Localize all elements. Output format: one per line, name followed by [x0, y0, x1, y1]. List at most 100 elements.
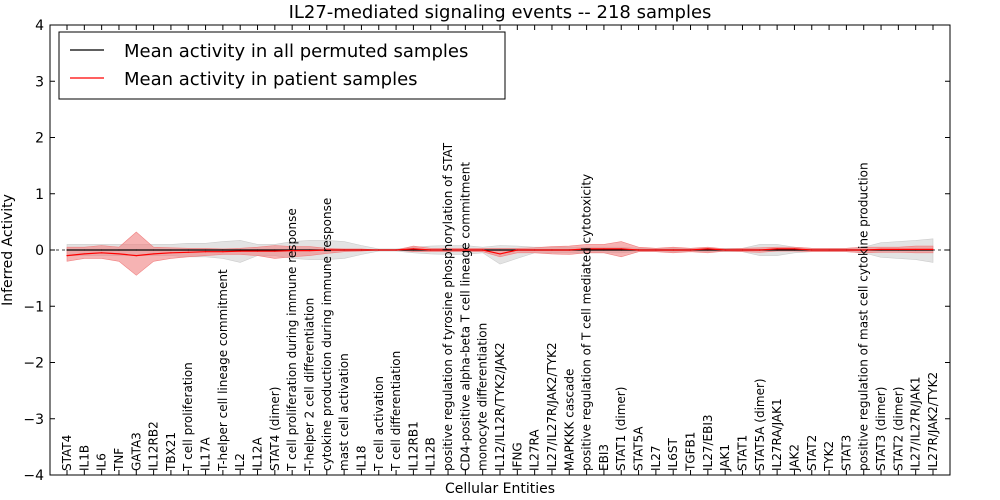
data-point — [620, 249, 622, 251]
x-tick-label: IL27RA/JAK1 — [770, 398, 784, 471]
data-point — [586, 249, 588, 251]
x-tick-label: IL27/IL27R/JAK1 — [909, 377, 923, 471]
data-point — [118, 249, 120, 251]
y-axis-label: Inferred Activity — [0, 194, 16, 306]
data-point — [828, 249, 830, 251]
x-tick-label: STAT5A — [632, 426, 646, 471]
data-point — [776, 248, 778, 250]
data-point — [707, 248, 709, 250]
data-point — [586, 248, 588, 250]
data-point — [101, 252, 103, 254]
data-point — [256, 249, 259, 251]
x-axis-label: Cellular Entities — [445, 481, 555, 497]
data-point — [741, 249, 744, 251]
x-tick-label: STAT4 — [60, 435, 74, 471]
x-tick-label: IL17A — [199, 437, 213, 471]
x-tick-label: T cell proliferation during immune respo… — [285, 208, 299, 472]
x-axis: STAT4 IL1B IL6 TNF GATA3 IL12RB2 TBX21 T cell p… — [60, 25, 940, 475]
data-point — [863, 249, 865, 251]
y-tick-label: 3 — [35, 74, 44, 90]
chart-title: IL27-mediated signaling events -- 218 sa… — [289, 2, 712, 23]
x-tick-label: JAK1 — [718, 444, 732, 472]
data-point — [811, 249, 813, 251]
x-tick-label: STAT2 (dimer) — [891, 387, 905, 471]
data-point — [326, 249, 328, 251]
data-point — [516, 249, 518, 251]
data-point — [707, 249, 709, 251]
data-point — [256, 250, 259, 252]
data-point — [637, 249, 640, 251]
y-tick-label: −1 — [23, 299, 44, 315]
plot-area — [50, 231, 950, 276]
data-point — [66, 249, 68, 251]
data-point — [153, 253, 155, 255]
data-point — [880, 248, 882, 251]
x-tick-label: IFNG — [510, 442, 524, 471]
x-tick-label: IL27R/JAK2/TYK2 — [926, 372, 940, 471]
data-point — [412, 248, 414, 250]
x-tick-label: STAT3 (dimer) — [874, 387, 888, 471]
data-point — [603, 249, 605, 251]
legend: Mean activity in all permuted samples Me… — [58, 31, 506, 100]
x-tick-label: MAPKKK cascade — [562, 369, 576, 471]
x-tick-label: STAT1 — [736, 435, 750, 471]
x-tick-label: mast cell activation — [337, 353, 351, 471]
legend-box — [58, 31, 506, 100]
x-tick-label: positive regulation of tyrosine phosphor… — [441, 142, 455, 471]
data-point — [153, 249, 155, 251]
data-point — [83, 249, 85, 251]
x-tick-label: T-helper cell lineage commitment — [216, 269, 230, 472]
data-point — [204, 249, 207, 251]
x-tick-label: IL27 — [649, 446, 663, 472]
data-point — [360, 249, 363, 251]
data-point — [932, 248, 934, 251]
data-point — [620, 248, 622, 250]
data-point — [482, 249, 484, 251]
data-point — [464, 249, 466, 251]
x-tick-label: IL2 — [233, 453, 247, 471]
data-point — [915, 248, 917, 251]
y-tick-label: 1 — [35, 187, 44, 203]
data-point — [499, 249, 501, 251]
data-point — [776, 249, 778, 251]
legend-label-patient: Mean activity in patient samples — [124, 69, 418, 90]
x-tick-label: T cell activation — [372, 376, 386, 472]
data-point — [395, 249, 397, 251]
x-tick-label: IL12/IL12R/TYK2/JAK2 — [493, 342, 507, 471]
x-tick-label: CD4-positive alpha-beta T cell lineage c… — [458, 162, 472, 471]
x-tick-label: IL12RB1 — [406, 421, 420, 471]
data-point — [378, 249, 380, 251]
data-point — [66, 255, 68, 257]
data-point — [793, 249, 796, 251]
data-point — [534, 249, 536, 251]
data-point — [447, 249, 449, 251]
data-point — [118, 253, 120, 255]
data-point — [135, 255, 137, 257]
x-tick-label: IL27/IL27R/JAK2/TYK2 — [545, 342, 559, 471]
data-point — [499, 253, 501, 255]
data-point — [274, 249, 276, 251]
x-tick-label: STAT4 (dimer) — [268, 387, 282, 471]
y-axis: 4 3 2 1 0 −1 −2 −3 −4 — [23, 18, 950, 484]
data-point — [308, 249, 311, 252]
y-tick-label: 0 — [35, 243, 44, 259]
data-point — [430, 249, 432, 251]
data-point — [551, 249, 553, 251]
data-point — [239, 250, 241, 252]
y-tick-label: 2 — [35, 131, 44, 147]
x-tick-label: positive regulation of T cell mediated c… — [580, 174, 594, 471]
x-tick-label: IL12B — [424, 437, 438, 471]
data-point — [274, 250, 276, 252]
x-tick-label: IL6ST — [666, 438, 680, 471]
x-tick-label: IL18 — [354, 446, 368, 472]
x-tick-label: EBI3 — [597, 444, 611, 471]
data-point — [568, 249, 570, 251]
x-tick-label: T-helper 2 cell differentiation — [303, 298, 317, 472]
data-point — [655, 249, 657, 251]
data-point — [343, 249, 345, 251]
x-tick-label: TNF — [112, 448, 126, 472]
y-tick-label: −3 — [23, 412, 44, 428]
data-point — [135, 249, 137, 251]
x-tick-label: GATA3 — [129, 432, 143, 471]
